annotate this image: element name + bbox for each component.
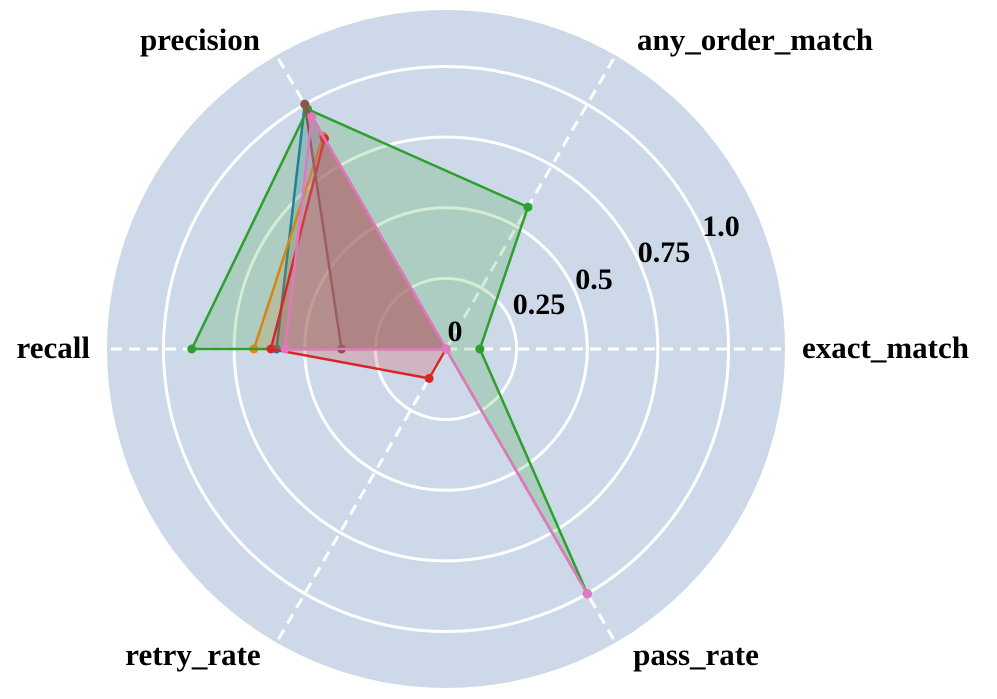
radial-tick-labels: 0 0.25 0.5 0.75 1.0	[448, 210, 740, 348]
series-2-point-exact_match	[475, 344, 485, 354]
series-3-point-recall	[266, 344, 276, 354]
axis-labels: exact_match any_order_match precision re…	[17, 22, 969, 672]
series-5-area	[283, 115, 589, 595]
grid-spoke-retry_rate	[275, 348, 448, 644]
axis-label-recall: recall	[17, 330, 91, 365]
series-5-point-recall	[280, 344, 290, 354]
tick-label-0-5: 0.5	[575, 263, 613, 296]
series-5	[280, 112, 592, 599]
series-5-point-precision	[307, 112, 317, 122]
axis-label-exact-match: exact_match	[802, 330, 969, 365]
tick-label-1-0: 1.0	[702, 210, 740, 243]
tick-label-0-75: 0.75	[638, 236, 691, 269]
series-2-point-recall	[187, 344, 197, 354]
axis-label-precision: precision	[140, 22, 260, 57]
series-2-point-any_order_match	[523, 202, 533, 212]
tick-label-0-25: 0.25	[513, 288, 566, 321]
series-5-point-pass_rate	[582, 589, 592, 599]
tick-label-0: 0	[448, 315, 463, 348]
series-4-point-precision	[300, 99, 310, 109]
series-5-point-retry_rate	[441, 344, 451, 354]
grid-ring-4	[162, 65, 730, 633]
series-3-point-retry_rate	[424, 373, 434, 383]
axis-label-retry-rate: retry_rate	[125, 637, 260, 672]
axis-label-pass-rate: pass_rate	[633, 637, 759, 672]
grid-spoke-any_order_match	[444, 54, 617, 350]
series-layer	[187, 99, 592, 599]
axis-label-any-order-match: any_order_match	[637, 22, 873, 57]
